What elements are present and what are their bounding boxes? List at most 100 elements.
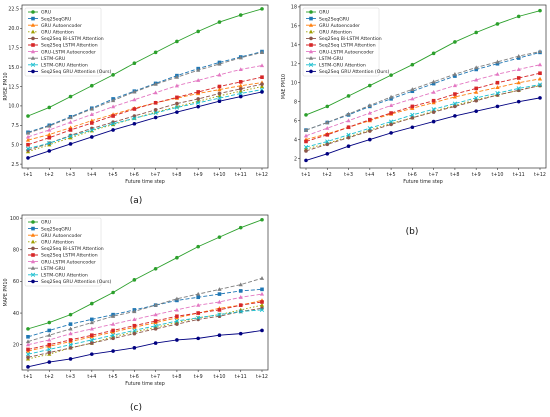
data-point [516,53,521,58]
series-4 [25,302,265,361]
x-tick-label: t+2 [45,172,54,178]
data-point [260,82,264,86]
y-tick-label: 5.0 [11,143,19,149]
data-point [474,89,479,94]
data-point [174,83,180,88]
data-point [90,301,94,306]
data-point [453,92,457,96]
chart-panel-c: 20 40 60 80 100 t+1 t+2 t+3 t+4 t+5 t+6 t+7 t+8 t+9 t+… [3,214,269,413]
legend-entry: Seq2SeqGRU [41,16,71,22]
legend-entry: Seq2Seq LSTM Attention [319,43,376,49]
series-line [27,330,263,368]
x-axis-label: Future time step [125,179,165,185]
x-tick-label: t+10 [213,172,225,178]
series-line [305,51,541,131]
data-point [153,266,158,271]
series-3 [25,298,265,353]
data-point [259,84,265,89]
x-tick-label: t+4 [365,172,374,178]
data-point [238,94,243,99]
y-tick-label: 14 [291,43,297,49]
series-line [27,82,263,141]
data-point [26,142,30,147]
data-point [452,94,458,99]
data-point [153,101,158,105]
data-point [47,360,52,364]
legend-marker [309,43,313,47]
data-point [453,40,457,44]
data-point [346,111,351,116]
data-point [153,327,158,331]
series-line [305,64,541,137]
legend-marker [31,36,35,41]
data-point [259,307,265,313]
legend-entry: Seq2Seq Bi-LSTM Attention [41,36,104,42]
data-point [516,99,521,104]
figure-label: (a) [130,196,143,206]
data-point [325,104,330,109]
data-point [110,98,116,103]
data-point [238,91,243,96]
series-1 [26,7,264,118]
series-1 [26,217,264,331]
series-line [27,91,263,159]
data-point [68,346,73,350]
data-point [325,151,330,156]
data-point [90,83,94,88]
data-point [495,59,500,64]
data-point [196,104,200,109]
series-3 [25,80,265,142]
data-point [175,322,179,326]
data-point [25,137,31,142]
legend-entry: GRU Attention [319,30,352,36]
data-point [132,328,137,333]
data-point [537,82,543,87]
data-point [217,84,222,89]
data-point [537,62,543,67]
data-point [304,158,308,163]
data-point [238,295,243,299]
data-point [474,98,478,103]
data-point [346,144,351,149]
data-point [89,326,94,331]
x-tick-label: t+7 [151,374,160,380]
data-point [410,89,415,94]
data-point [238,13,243,17]
data-point [47,342,52,347]
legend-entry: LSTM-GRU [319,56,343,62]
data-point [368,129,372,133]
legend-marker [30,56,36,60]
x-tick-label: t+9 [194,374,203,380]
legend-marker [308,23,314,27]
data-point [47,141,52,146]
data-point [25,352,31,357]
data-point [238,225,243,230]
data-point [196,315,201,320]
series-5 [304,83,542,153]
data-point [111,114,115,118]
data-point [26,114,30,118]
legend-marker [31,279,35,284]
x-tick-label: t+11 [513,172,525,178]
series-10 [26,328,264,369]
data-point [389,122,393,127]
data-point [196,68,201,72]
data-point [153,341,158,345]
data-point [217,312,222,317]
data-point [110,104,116,109]
legend-marker [30,239,36,244]
data-point [495,22,500,26]
data-point [47,149,52,153]
data-point [495,104,500,109]
data-point [410,96,415,101]
data-point [453,114,457,118]
data-point [304,113,308,117]
legend-entry: GRU-LSTM Autoencoder [41,259,96,265]
data-point [111,128,115,132]
series-line [27,277,263,342]
data-point [431,119,436,124]
x-tick-label: t+9 [194,172,203,178]
plot-frame [21,214,269,371]
y-tick-label: 12 [291,62,297,68]
